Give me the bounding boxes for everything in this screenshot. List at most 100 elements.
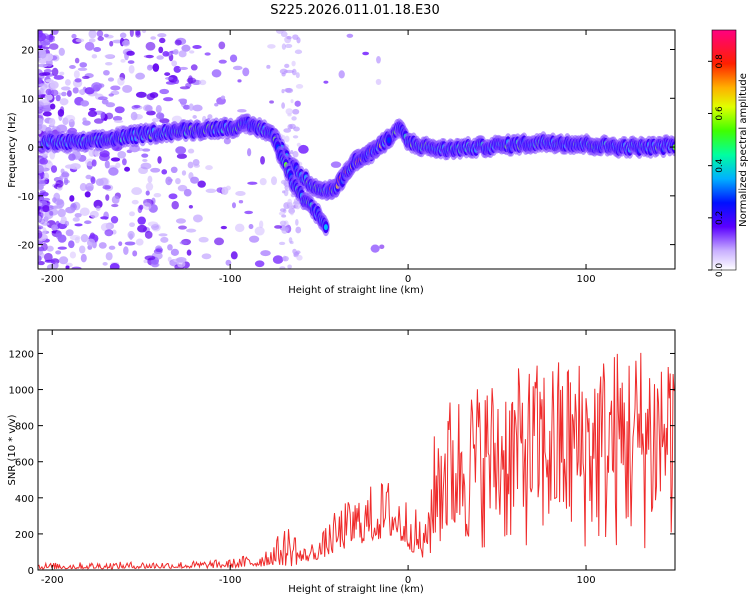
noise-speckle xyxy=(88,107,97,112)
noise-speckle xyxy=(92,92,99,96)
noise-speckle xyxy=(192,158,200,166)
noise-speckle xyxy=(346,33,354,38)
figure-title: S225.2026.011.01.18.E30 xyxy=(270,3,439,18)
noise-speckle xyxy=(64,114,76,123)
noise-speckle xyxy=(112,115,123,122)
noise-speckle xyxy=(133,104,141,109)
noise-speckle xyxy=(87,110,98,117)
noise-speckle xyxy=(279,266,286,269)
noise-speckle xyxy=(249,235,260,243)
noise-speckle xyxy=(214,237,225,246)
noise-speckle xyxy=(79,183,87,192)
noise-speckle xyxy=(294,49,303,55)
noise-speckle xyxy=(147,221,159,227)
noise-speckle xyxy=(223,137,231,145)
colorbar-tick-label: 0.8 xyxy=(715,54,725,69)
noise-speckle xyxy=(218,59,227,64)
noise-speckle xyxy=(104,54,115,58)
noise-speckle xyxy=(165,176,173,186)
noise-speckle xyxy=(119,32,127,39)
noise-speckle xyxy=(135,72,146,80)
noise-speckle xyxy=(102,185,111,190)
noise-speckle xyxy=(204,52,211,56)
noise-speckle xyxy=(146,64,153,71)
noise-speckle xyxy=(287,113,292,117)
snr-frame xyxy=(37,329,676,571)
noise-speckle xyxy=(38,246,45,252)
noise-speckle xyxy=(144,255,156,261)
noise-speckle xyxy=(100,216,109,220)
noise-speckle xyxy=(281,72,286,77)
noise-speckle xyxy=(295,204,301,210)
noise-speckle xyxy=(88,38,96,43)
noise-speckle xyxy=(71,33,77,39)
noise-speckle xyxy=(128,64,135,74)
noise-speckle xyxy=(38,58,48,64)
noise-speckle xyxy=(60,172,70,178)
noise-speckle xyxy=(170,166,178,174)
noise-speckle xyxy=(152,63,160,72)
noise-speckle xyxy=(110,157,121,162)
noise-speckle xyxy=(189,50,195,54)
noise-speckle xyxy=(288,207,296,215)
noise-speckle xyxy=(55,94,61,102)
noise-speckle xyxy=(247,148,252,157)
noise-speckle xyxy=(232,65,243,71)
noise-speckle xyxy=(375,78,382,86)
y-tick-label: 200 xyxy=(15,530,34,541)
noise-speckle xyxy=(38,72,47,77)
noise-speckle xyxy=(64,79,71,86)
noise-speckle xyxy=(171,60,178,67)
noise-speckle xyxy=(188,205,193,209)
noise-speckle xyxy=(68,240,75,249)
noise-speckle xyxy=(153,193,162,198)
noise-speckle xyxy=(150,36,157,40)
noise-speckle xyxy=(238,200,244,204)
noise-speckle xyxy=(109,262,120,269)
noise-speckle xyxy=(44,252,53,262)
noise-speckle xyxy=(198,236,209,243)
y-tick-label: 1000 xyxy=(9,386,34,397)
noise-speckle xyxy=(38,218,45,225)
y-tick-label: 400 xyxy=(15,494,34,505)
noise-speckle xyxy=(107,77,115,82)
noise-speckle xyxy=(111,203,119,208)
noise-speckle xyxy=(292,108,300,115)
noise-speckle xyxy=(211,69,222,78)
noise-speckle xyxy=(114,119,124,123)
noise-speckle xyxy=(72,87,79,94)
noise-speckle xyxy=(63,177,69,186)
noise-speckle xyxy=(90,176,96,185)
noise-speckle xyxy=(84,191,91,198)
noise-speckle xyxy=(192,115,197,119)
noise-speckle xyxy=(284,63,290,69)
noise-speckle xyxy=(122,84,133,93)
noise-speckle xyxy=(186,249,192,256)
noise-speckle xyxy=(201,253,212,260)
noise-speckle xyxy=(146,110,156,116)
noise-speckle xyxy=(99,153,110,162)
noise-speckle xyxy=(58,47,65,56)
noise-speckle xyxy=(91,54,98,59)
noise-speckle xyxy=(123,246,129,255)
noise-speckle xyxy=(247,181,258,185)
noise-speckle xyxy=(48,118,56,127)
noise-speckle xyxy=(161,169,168,175)
noise-speckle xyxy=(82,75,90,80)
noise-speckle xyxy=(231,202,236,209)
noise-speckle xyxy=(49,81,59,90)
noise-speckle xyxy=(38,260,45,266)
noise-speckle xyxy=(51,67,59,77)
noise-speckle xyxy=(55,179,64,188)
noise-speckle xyxy=(104,160,110,169)
noise-speckle xyxy=(290,149,294,155)
noise-speckle xyxy=(163,97,174,102)
noise-speckle xyxy=(287,264,292,269)
colorbar-ticks: 0.0 0.2 0.4 0.6 0.8 xyxy=(708,54,725,277)
noise-speckle xyxy=(42,204,50,213)
noise-speckle xyxy=(95,178,104,186)
noise-speckle xyxy=(52,54,60,62)
noise-speckle xyxy=(38,230,43,239)
noise-speckle xyxy=(89,210,99,219)
